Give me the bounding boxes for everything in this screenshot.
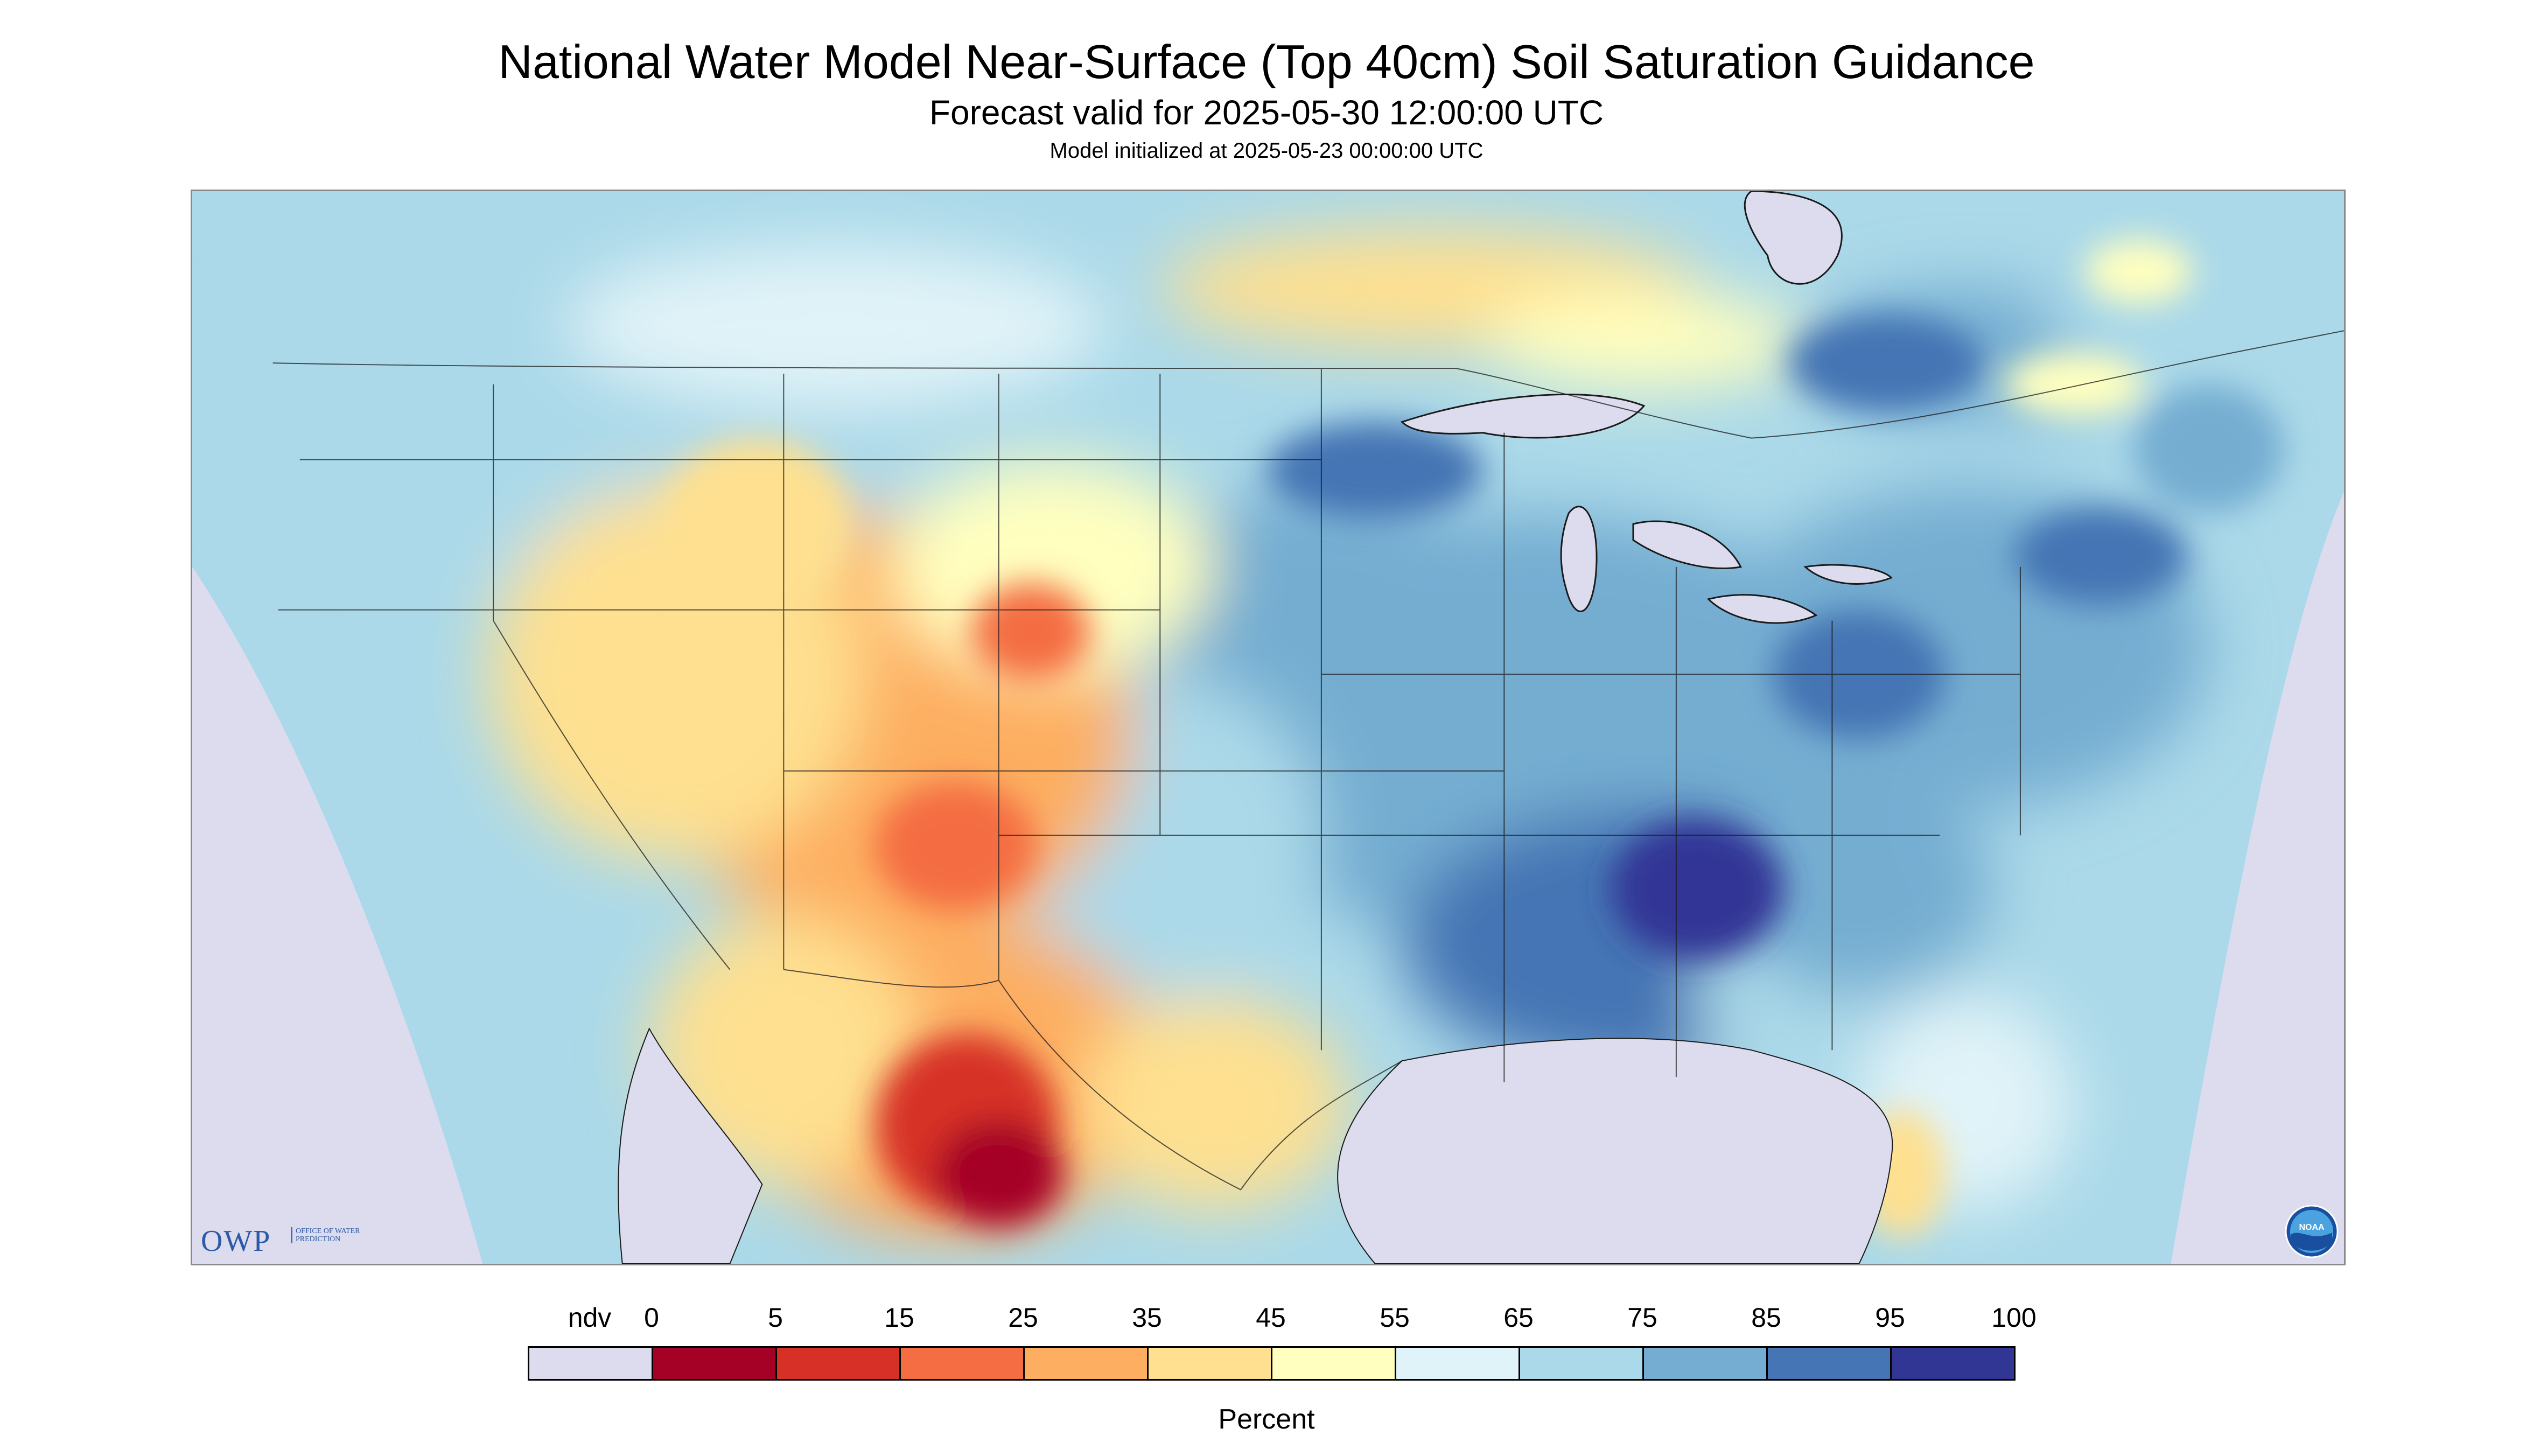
colorbar-bin-0 [528,1346,653,1381]
map-canvas [192,191,2344,1264]
page-title: National Water Model Near-Surface (Top 4… [498,35,2035,88]
colorbar-bin-8 [1519,1346,1644,1381]
colorbar-ndv-label: ndv [568,1303,612,1333]
colorbar-bin-10 [1766,1346,1892,1381]
gulf-of-mexico [1337,1038,1893,1264]
noaa-logo: NOAA [2285,1205,2339,1258]
colorbar-bin-2 [775,1346,901,1381]
colorbar-tick-label: 0 [644,1303,659,1333]
ndv-region-west [192,566,483,1264]
colorbar-tick-label: 85 [1751,1303,1781,1333]
colorbar-tick-label: 25 [1008,1303,1038,1333]
owp-logo-letters: OWP [201,1224,271,1258]
colorbar-bin-7 [1395,1346,1520,1381]
forecast-valid-subtitle: Forecast valid for 2025-05-30 12:00:00 U… [929,93,1604,132]
colorbar-tick-label: 55 [1380,1303,1410,1333]
water-bodies [1400,191,1893,624]
colorbar-bin-4 [1023,1346,1149,1381]
colorbar-bin-11 [1890,1346,2016,1381]
boundaries [272,330,2344,1191]
colorbar-bin-1 [652,1346,777,1381]
colorbar-unit-label: Percent [1218,1404,1315,1435]
soil-saturation-map: OWP OFFICE OF WATER PREDICTION NOAA [191,190,2346,1265]
colorbar-bin-9 [1642,1346,1768,1381]
model-init-text: Model initialized at 2025-05-23 00:00:00… [1049,139,1484,163]
colorbar-tick-label: 5 [768,1303,783,1333]
colorbar-bin-3 [899,1346,1025,1381]
colorbar-tick-label: 65 [1503,1303,1534,1333]
colorbar-bin-6 [1271,1346,1396,1381]
gulf-of-california [618,1027,763,1264]
colorbar-tick-label: 100 [1991,1303,2037,1333]
colorbar-tick-label: 95 [1875,1303,1905,1333]
colorbar-tick-label: 75 [1627,1303,1657,1333]
colorbar-legend [528,1346,2016,1384]
colorbar-tick-label: 45 [1256,1303,1286,1333]
colorbar-tick-label: 35 [1132,1303,1162,1333]
colorbar-tick-label: 15 [884,1303,914,1333]
land-domain [192,191,2344,1264]
ndv-region-east [2171,492,2344,1264]
owp-logo-subtitle: OFFICE OF WATER PREDICTION [291,1227,360,1243]
colorbar-bin-5 [1147,1346,1272,1381]
noaa-logo-text: NOAA [2299,1223,2325,1232]
